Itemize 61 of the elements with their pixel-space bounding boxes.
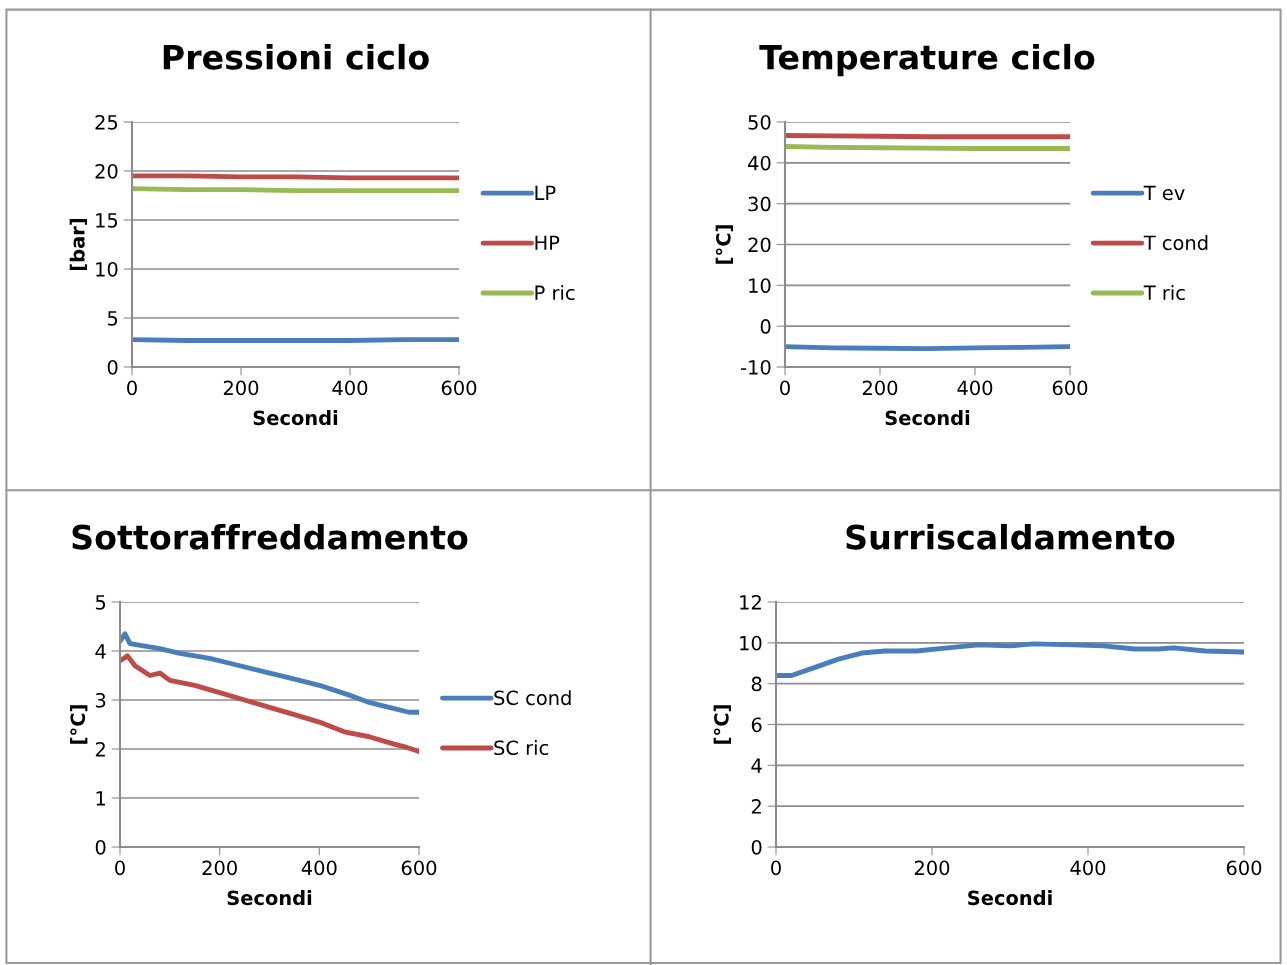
x-tick-label: 0 <box>780 380 790 396</box>
legend-label: T cond <box>1143 235 1208 251</box>
y-tick-label: 40 <box>748 155 771 171</box>
y-tick-label: 20 <box>748 237 771 253</box>
y-tick-label: 6 <box>751 717 762 733</box>
chart-title: Temperature ciclo <box>759 43 1095 77</box>
x-axis-title: Secondi <box>968 890 1052 906</box>
y-tick-label: 3 <box>95 692 106 708</box>
y-axis-title: [bar] <box>69 218 88 271</box>
chart-title: Surriscaldamento <box>846 523 1175 550</box>
y-tick-label: 10 <box>740 635 762 651</box>
x-axis-title: Secondi <box>227 890 312 906</box>
x-tick-label: 600 <box>401 860 437 876</box>
x-tick-label: 400 <box>1070 860 1106 876</box>
y-axis-title: [°C] <box>713 705 732 744</box>
y-tick-label: 15 <box>96 213 118 228</box>
x-tick-label: 400 <box>332 380 368 396</box>
y-tick-label: 0 <box>760 319 771 334</box>
y-tick-label: -10 <box>741 359 771 375</box>
x-axis-title: Secondi <box>253 410 338 426</box>
x-tick-label: 200 <box>914 860 950 876</box>
x-tick-label: 400 <box>957 380 993 396</box>
y-tick-label: 2 <box>95 741 105 757</box>
y-tick-label: 0 <box>751 839 762 855</box>
y-tick-label: 30 <box>748 196 771 212</box>
legend-label: T ev <box>1143 185 1185 201</box>
x-tick-label: 400 <box>301 860 337 876</box>
x-tick-label: 200 <box>862 380 898 396</box>
legend-label: P ric <box>535 285 575 301</box>
y-tick-label: 5 <box>95 595 106 610</box>
y-tick-label: 50 <box>748 114 771 130</box>
x-tick-label: 200 <box>223 380 259 396</box>
y-tick-label: 8 <box>751 676 762 692</box>
y-tick-label: 12 <box>740 594 761 610</box>
x-tick-label: 0 <box>127 380 137 396</box>
legend-label: LP <box>535 185 556 200</box>
x-tick-label: 600 <box>441 380 477 396</box>
chart-title: Sottoraffreddamento <box>72 523 468 550</box>
y-tick-label: 0 <box>95 839 106 855</box>
y-tick-label: 2 <box>751 799 761 814</box>
y-tick-label: 10 <box>96 261 118 277</box>
x-tick-label: 600 <box>1226 860 1262 876</box>
x-tick-label: 0 <box>771 860 781 876</box>
y-axis-title: [°C] <box>715 225 734 264</box>
legend-label: SC cond <box>494 690 571 706</box>
legend-label: HP <box>535 235 560 250</box>
x-tick-label: 200 <box>202 860 237 876</box>
y-tick-label: 20 <box>95 163 118 179</box>
x-axis-title: Secondi <box>885 410 970 426</box>
y-tick-label: 5 <box>107 311 118 326</box>
y-tick-label: 25 <box>95 114 118 130</box>
y-tick-label: 4 <box>751 758 762 773</box>
legend-label: SC ric <box>494 740 549 756</box>
legend-label: T ric <box>1143 285 1185 301</box>
y-axis-title: [°C] <box>70 705 88 744</box>
y-tick-label: 1 <box>96 791 106 806</box>
y-tick-label: 10 <box>749 278 771 293</box>
chart-title: Pressioni ciclo <box>163 43 429 70</box>
y-tick-label: 0 <box>107 359 118 375</box>
x-tick-label: 600 <box>1052 380 1088 396</box>
y-tick-label: 4 <box>95 644 106 659</box>
